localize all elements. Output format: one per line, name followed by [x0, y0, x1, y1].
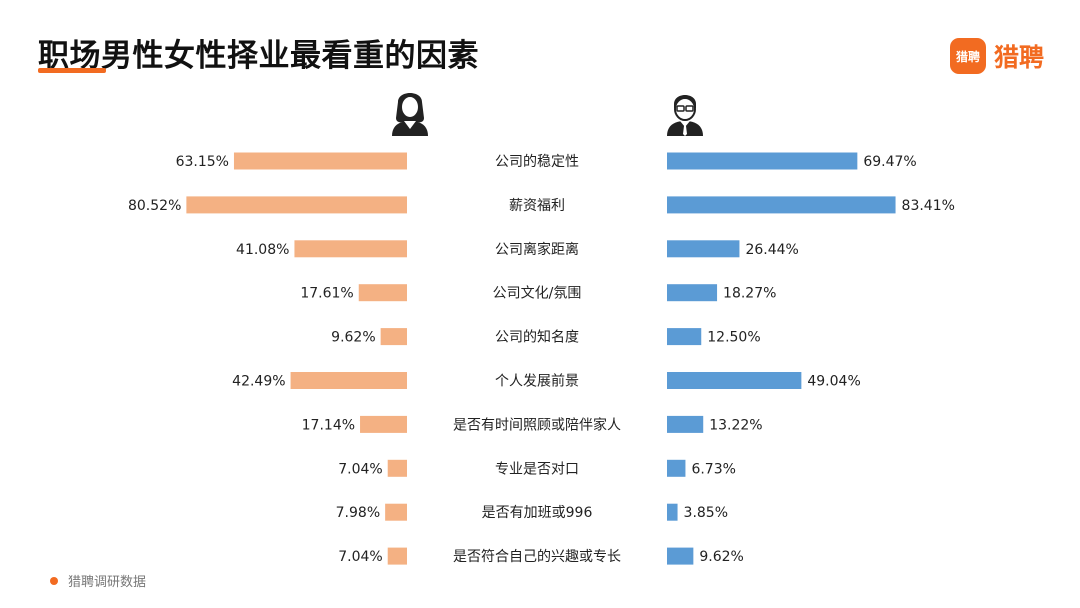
male-bar: [667, 284, 718, 302]
category-label: 公司的稳定性: [495, 154, 579, 170]
male-value-label: 26.44%: [745, 242, 798, 258]
male-bar: [667, 240, 740, 258]
female-bar: [290, 372, 407, 389]
category-label: 是否有时间照顾或陪伴家人: [453, 416, 621, 433]
brand-mark-icon: 猎聘: [949, 38, 986, 74]
male-bar: [667, 372, 802, 389]
female-value-label: 41.08%: [236, 242, 289, 258]
female-bar: [186, 196, 407, 214]
female-value-label: 17.61%: [300, 286, 353, 302]
man-icon: [667, 95, 703, 136]
category-label: 专业是否对口: [495, 461, 579, 477]
female-value-label: 9.62%: [331, 330, 375, 346]
female-bar: [385, 503, 407, 521]
female-bar: [358, 284, 407, 302]
male-value-label: 49.04%: [807, 374, 860, 390]
category-label: 公司文化/氛围: [493, 286, 582, 302]
female-value-label: 7.04%: [338, 461, 382, 477]
female-value-label: 80.52%: [128, 198, 181, 214]
category-label: 个人发展前景: [495, 373, 579, 390]
female-value-label: 42.49%: [232, 374, 285, 390]
female-value-label: 7.04%: [338, 549, 382, 565]
male-value-label: 13.22%: [709, 417, 762, 433]
male-bar: [667, 415, 704, 433]
female-bar: [387, 459, 407, 477]
male-value-label: 12.50%: [707, 330, 760, 346]
male-value-label: 69.47%: [863, 154, 916, 170]
male-bar: [667, 196, 896, 214]
female-bar: [294, 240, 407, 258]
woman-icon: [392, 93, 428, 136]
female-bar: [387, 547, 407, 565]
female-bar: [360, 415, 407, 433]
male-value-label: 9.62%: [699, 549, 743, 565]
bullet-dot-icon: [50, 576, 58, 585]
page-title: 职场男性女性择业最看重的因素: [38, 38, 479, 74]
female-value-label: 7.98%: [336, 505, 380, 521]
female-bar: [233, 152, 407, 170]
male-bar: [667, 328, 702, 346]
brand-logo: 猎聘 猎聘: [949, 38, 1044, 74]
category-label: 公司的知名度: [495, 329, 579, 346]
male-value-label: 83.41%: [902, 198, 955, 214]
male-bar: [667, 503, 678, 521]
male-bar: [667, 547, 694, 565]
female-value-label: 17.14%: [302, 417, 355, 433]
source-text: 猎聘调研数据: [68, 575, 147, 590]
title-underline: [38, 68, 106, 73]
source-note: 猎聘调研数据: [50, 571, 146, 590]
male-value-label: 6.73%: [691, 461, 735, 477]
female-bar: [380, 328, 407, 346]
category-label: 公司离家距离: [495, 241, 579, 258]
category-label: 是否有加班或996: [482, 505, 593, 521]
category-label: 是否符合自己的兴趣或专长: [453, 549, 621, 565]
male-bar: [667, 459, 686, 477]
male-value-label: 3.85%: [684, 505, 728, 521]
category-label: 薪资福利: [509, 198, 565, 214]
female-value-label: 63.15%: [176, 154, 229, 170]
male-bar: [667, 152, 858, 170]
male-value-label: 18.27%: [723, 286, 776, 302]
brand-name: 猎聘: [993, 43, 1044, 72]
